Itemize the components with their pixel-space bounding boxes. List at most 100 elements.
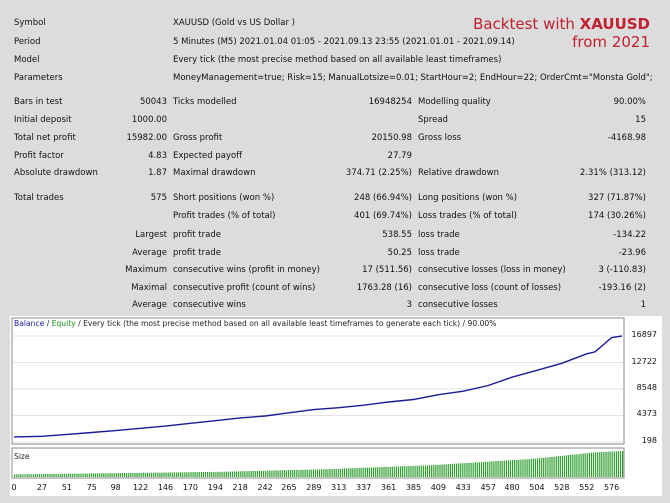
size-bar [142, 472, 144, 477]
size-bar [592, 452, 595, 477]
overlay-title-prefix: Backtest with [473, 15, 580, 33]
x-tick-label: 480 [504, 483, 520, 492]
quality-label: Modelling quality [418, 97, 491, 107]
balance-chart [10, 316, 662, 496]
row-profit-trades: Profit trades (% of total) 401 (69.74%) … [0, 209, 670, 223]
size-bar [302, 469, 304, 477]
x-tick-label: 385 [405, 483, 422, 492]
size-bar [292, 470, 294, 477]
size-bar [557, 456, 559, 477]
x-tick-label: 457 [480, 483, 496, 492]
size-bar [248, 471, 250, 477]
spread-label: Spread [418, 115, 448, 125]
size-bar [126, 473, 128, 477]
size-bar [429, 465, 431, 477]
size-bar [254, 471, 256, 477]
size-bar [431, 465, 433, 477]
size-bar [267, 470, 269, 477]
chart-grid [12, 335, 624, 443]
size-bar [505, 460, 507, 477]
size-bar [404, 466, 406, 477]
row-profit-factor: Profit factor 4.83 Expected payoff 27.79 [0, 149, 670, 163]
size-bar [82, 473, 84, 477]
bars-label: Bars in test [14, 97, 63, 107]
x-tick-label: 194 [207, 483, 223, 492]
size-bar [514, 460, 516, 477]
size-bar [128, 473, 130, 477]
size-bar [202, 472, 204, 477]
size-bar [553, 456, 555, 477]
largest-label: Largest [135, 230, 167, 240]
largest-profit-value: 538.55 [382, 230, 412, 240]
size-bar [402, 466, 404, 477]
size-bar [530, 458, 532, 477]
size-label: Size [14, 452, 30, 461]
size-bar [350, 468, 352, 477]
size-bar [462, 463, 464, 477]
size-bar [532, 458, 534, 477]
x-tick-label: 218 [232, 483, 248, 492]
size-bar [225, 471, 227, 477]
loss-trades-label: Loss trades (% of total) [418, 211, 517, 221]
y-tick-label: 4373 [636, 409, 657, 419]
size-bar [246, 471, 248, 477]
chart-caption: Balance / Equity / Every tick (the most … [14, 319, 496, 329]
size-bar [597, 452, 599, 477]
size-bar [198, 472, 200, 477]
size-bar [503, 460, 505, 477]
size-bar [265, 470, 267, 477]
size-bar [509, 460, 512, 477]
size-bar [414, 465, 416, 477]
size-bar [113, 473, 115, 477]
overlay-title-symbol: XAUUSD [579, 15, 650, 33]
size-bar [252, 471, 254, 477]
size-bar [49, 474, 51, 477]
size-bar [207, 472, 209, 477]
size-bar [279, 470, 281, 477]
size-bar [61, 473, 63, 477]
y-tick-label: 16897 [631, 330, 657, 339]
row-parameters: Parameters MoneyManagement=true; Risk=15… [0, 71, 670, 85]
spread-value: 15 [635, 115, 646, 125]
size-bar [516, 459, 518, 477]
size-bar [343, 468, 346, 477]
size-bar [358, 468, 360, 477]
symbol-label: Symbol [14, 18, 46, 28]
size-bar [545, 457, 547, 477]
x-tick-label: 528 [554, 483, 570, 492]
size-bar [16, 474, 18, 477]
maxdd-value: 374.71 (2.25%) [345, 168, 412, 178]
size-bar [221, 471, 223, 477]
size-bar [300, 469, 302, 477]
size-bar [520, 459, 522, 477]
size-bar [485, 461, 487, 477]
size-bar [296, 469, 298, 477]
size-bar [258, 470, 261, 477]
size-bar [84, 473, 86, 477]
max-losses-value: 3 (-110.83) [598, 265, 646, 275]
size-bar [339, 468, 341, 477]
size-bar [364, 467, 366, 477]
size-bar [275, 470, 277, 477]
size-bar [526, 459, 528, 477]
size-bar [536, 458, 539, 477]
size-bar [314, 469, 317, 477]
row-model: Model Every tick (the most precise metho… [0, 53, 670, 67]
size-bar [449, 464, 451, 477]
size-bar [167, 472, 169, 477]
size-bar [603, 451, 605, 477]
x-tick-label: 361 [380, 483, 397, 492]
size-bar [561, 455, 563, 477]
quality-value: 90.00% [613, 97, 646, 107]
size-bar [453, 463, 456, 477]
size-bar [341, 468, 344, 477]
loss-trades-value: 174 (30.26%) [588, 211, 646, 221]
size-bar [213, 471, 215, 477]
size-bar [424, 465, 427, 477]
size-bar [570, 454, 572, 477]
row-maximum: Maximum consecutive wins (profit in mone… [0, 263, 670, 277]
size-bar [468, 462, 470, 477]
size-bar [416, 465, 418, 477]
size-bar [534, 458, 536, 477]
size-bar [70, 473, 72, 477]
